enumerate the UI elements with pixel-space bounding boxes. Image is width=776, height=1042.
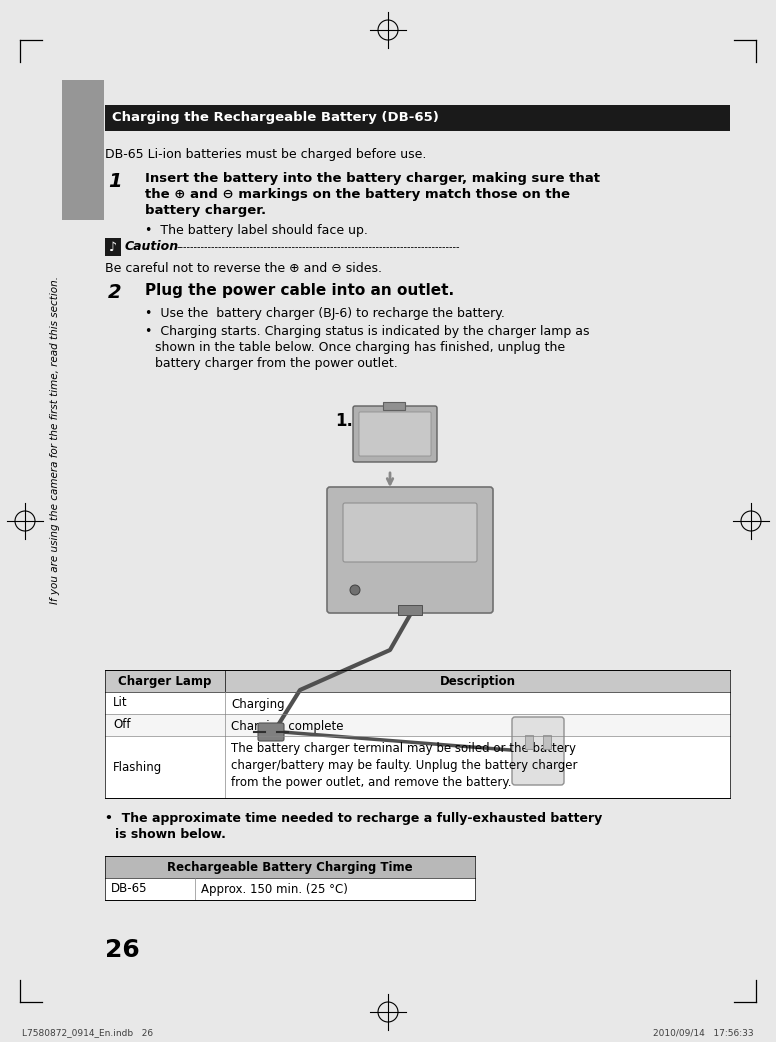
Bar [105, 736, 730, 798]
Text: The battery charger terminal may be soiled or the battery: The battery charger terminal may be soil… [231, 742, 576, 755]
Text: •  Charging starts. Charging status is indicated by the charger lamp as: • Charging starts. Charging status is in… [145, 325, 590, 338]
Bar [105, 855, 475, 878]
Text: shown in the table below. Once charging has finished, unplug the: shown in the table below. Once charging … [155, 341, 565, 354]
Text: 2.: 2. [520, 705, 538, 723]
Text: Caution: Caution [125, 241, 179, 253]
Text: Charging the Rechargeable Battery (DB-65): Charging the Rechargeable Battery (DB-65… [112, 111, 439, 124]
Bar [105, 714, 730, 736]
FancyBboxPatch shape [258, 723, 284, 741]
Bar [105, 878, 475, 900]
Text: 1: 1 [108, 172, 122, 191]
Text: Description: Description [439, 674, 515, 688]
Bar [105, 105, 730, 131]
Text: Charging complete: Charging complete [231, 720, 344, 733]
Text: Lit: Lit [113, 696, 127, 710]
Text: Plug the power cable into an outlet.: Plug the power cable into an outlet. [145, 283, 454, 298]
Text: If you are using the camera for the first time, read this section.: If you are using the camera for the firs… [50, 276, 60, 604]
FancyBboxPatch shape [327, 487, 493, 613]
Text: battery charger from the power outlet.: battery charger from the power outlet. [155, 357, 398, 370]
Circle shape [350, 585, 360, 595]
Text: Rechargeable Battery Charging Time: Rechargeable Battery Charging Time [167, 861, 413, 873]
Text: the ⊕ and ⊖ markings on the battery match those on the: the ⊕ and ⊖ markings on the battery matc… [145, 188, 570, 201]
Bar [398, 605, 422, 615]
Bar [105, 670, 730, 692]
Text: from the power outlet, and remove the battery.: from the power outlet, and remove the ba… [231, 776, 511, 789]
Text: Insert the battery into the battery charger, making sure that: Insert the battery into the battery char… [145, 172, 600, 185]
Text: Off: Off [113, 719, 130, 731]
Text: Charging: Charging [231, 698, 285, 711]
Text: battery charger.: battery charger. [145, 204, 266, 217]
Text: is shown below.: is shown below. [115, 828, 226, 841]
FancyBboxPatch shape [359, 412, 431, 456]
Text: 2: 2 [108, 283, 122, 302]
Text: Be careful not to reverse the ⊕ and ⊖ sides.: Be careful not to reverse the ⊕ and ⊖ si… [105, 262, 382, 275]
Bar [105, 238, 121, 256]
Text: •  Use the  battery charger (BJ-6) to recharge the battery.: • Use the battery charger (BJ-6) to rech… [145, 307, 505, 320]
Text: Charger Lamp: Charger Lamp [118, 674, 212, 688]
Bar [62, 80, 104, 220]
Bar [543, 735, 551, 749]
Bar [525, 735, 533, 749]
FancyBboxPatch shape [353, 406, 437, 462]
Text: 1.: 1. [335, 412, 353, 430]
Text: Approx. 150 min. (25 °C): Approx. 150 min. (25 °C) [201, 883, 348, 895]
FancyBboxPatch shape [512, 717, 564, 785]
Text: --------------------------------------------------------------------------------: ----------------------------------------… [177, 242, 460, 252]
Bar [105, 692, 730, 714]
Text: 2010/09/14   17:56:33: 2010/09/14 17:56:33 [653, 1028, 754, 1038]
Text: DB-65: DB-65 [111, 883, 147, 895]
FancyBboxPatch shape [343, 503, 477, 562]
Text: •  The battery label should face up.: • The battery label should face up. [145, 224, 368, 237]
Text: •  The approximate time needed to recharge a fully-exhausted battery: • The approximate time needed to recharg… [105, 812, 602, 825]
Bar [383, 402, 405, 410]
Text: 26: 26 [105, 938, 140, 962]
Text: DB-65 Li-ion batteries must be charged before use.: DB-65 Li-ion batteries must be charged b… [105, 148, 426, 162]
Text: ♪: ♪ [109, 241, 117, 253]
Text: Flashing: Flashing [113, 761, 162, 773]
Text: charger/battery may be faulty. Unplug the battery charger: charger/battery may be faulty. Unplug th… [231, 759, 577, 772]
Text: L7580872_0914_En.indb   26: L7580872_0914_En.indb 26 [22, 1028, 153, 1038]
